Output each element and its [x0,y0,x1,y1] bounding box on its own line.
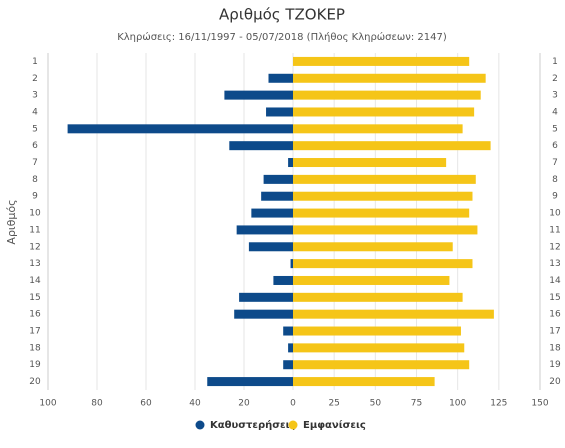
y-tick-label: 12 [549,242,560,252]
y-axis-label: Αριθμός [5,199,18,244]
y-tick-label: 14 [29,276,41,286]
bar [283,326,293,336]
y-tick-label: 3 [32,91,38,101]
x-tick-label: 0 [290,399,296,409]
x-tick-label: 150 [531,399,548,409]
x2-tick-label: 40 [189,399,201,409]
y-tick-label: 17 [29,327,40,337]
bar [293,56,470,66]
x2-tick-label: 80 [91,399,103,409]
bar [293,73,486,83]
bar [251,208,293,218]
y-tick-label: 8 [32,175,38,185]
bar [293,326,461,336]
y-tick-label: 13 [29,259,40,269]
y-tick-label: 16 [549,310,561,320]
x2-tick-label: 60 [140,399,152,409]
y-tick-label: 11 [29,225,40,235]
bar [266,107,293,117]
bar [293,174,476,184]
y-tick-label: 7 [552,158,558,168]
y-tick-label: 5 [552,124,558,134]
y-tick-label: 5 [32,124,38,134]
y-tick-label: 13 [549,259,560,269]
y-tick-label: 12 [29,242,40,252]
bar [207,377,293,387]
bar [234,309,293,319]
y-tick-label: 15 [549,293,560,303]
bar [293,360,470,370]
y-tick-label: 16 [29,310,41,320]
bar [239,292,293,302]
y-tick-label: 4 [552,107,558,117]
bar [293,158,447,168]
y-tick-label: 4 [32,107,38,117]
bar [248,242,293,252]
bar [293,90,481,100]
bar [293,141,491,151]
y-tick-label: 19 [29,360,41,370]
y-tick-label: 14 [549,276,561,286]
y-tick-label: 7 [32,158,38,168]
legend-marker [288,420,298,430]
x2-tick-label: 20 [238,399,250,409]
bar [288,158,293,168]
x-tick-label: 125 [490,399,507,409]
bar [261,191,293,201]
y-tick-label: 10 [549,209,561,219]
y-tick-label: 3 [552,91,558,101]
bar [293,377,435,387]
y-tick-label: 20 [29,377,41,387]
x-tick-label: 75 [411,399,422,409]
y-tick-label: 6 [552,141,558,151]
chart-title: Αριθμός ΤΖΟΚΕΡ [219,6,345,24]
bar [290,259,293,269]
bar [273,275,293,285]
y-tick-label: 2 [552,74,558,84]
chart-subtitle: Κληρώσεις: 16/11/1997 - 05/07/2018 (Πλήθ… [117,31,447,43]
bar [293,208,470,218]
bar [67,124,293,134]
bar [236,225,293,235]
bar [268,73,293,83]
legend-label: Καθυστερήσεις [210,419,296,431]
bar [293,275,450,285]
y-tick-label: 9 [32,192,38,202]
y-tick-label: 2 [32,74,38,84]
y-tick-label: 18 [29,343,41,353]
x-tick-label: 50 [370,399,382,409]
bar [293,292,463,302]
y-tick-label: 17 [549,327,560,337]
bar [224,90,293,100]
bar [229,141,293,151]
y-tick-label: 6 [32,141,38,151]
y-tick-label: 1 [552,57,558,67]
y-tick-label: 1 [32,57,38,67]
y-tick-label: 11 [549,225,560,235]
bar [293,124,463,134]
bar [293,191,473,201]
x-tick-label: 25 [328,399,339,409]
y-tick-label: 15 [29,293,40,303]
y-tick-label: 9 [552,192,558,202]
bar [293,259,473,269]
y-tick-label: 18 [549,343,561,353]
legend-label: Εμφανίσεις [303,419,366,431]
bar [293,107,475,117]
bar [283,360,293,370]
bar [293,343,465,353]
bar [293,309,494,319]
y-tick-label: 19 [549,360,561,370]
y-tick-label: 8 [552,175,558,185]
bar [293,225,478,235]
y-tick-label: 20 [549,377,561,387]
x2-tick-label: 100 [39,399,56,409]
x-tick-label: 100 [449,399,466,409]
bar [263,174,293,184]
legend-marker [195,420,205,430]
y-tick-label: 10 [29,209,41,219]
bar [288,343,293,353]
bar [293,242,453,252]
